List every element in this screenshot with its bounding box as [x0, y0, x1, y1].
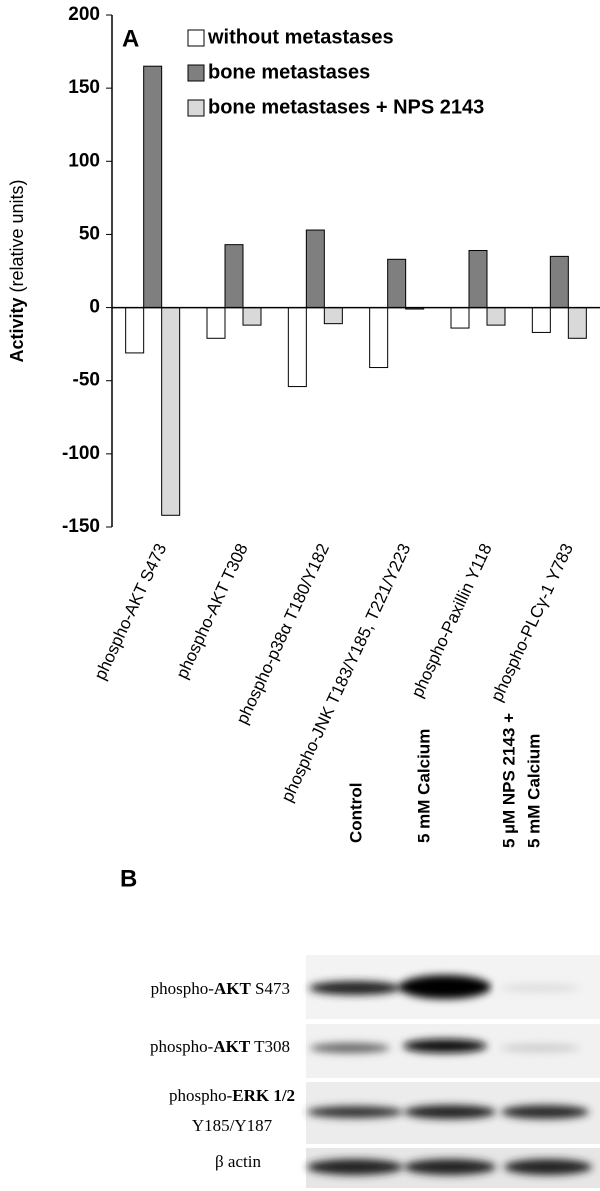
row-site: Y185/Y187	[192, 1116, 273, 1135]
legend-swatch	[187, 29, 205, 47]
row-site: S473	[251, 979, 290, 998]
bar	[206, 307, 226, 339]
bar	[567, 307, 587, 339]
y-tick-label: 50	[79, 223, 100, 244]
x-tick-label: phospho-AKT T308	[172, 541, 251, 682]
bar	[369, 307, 389, 369]
bar	[287, 307, 307, 388]
column-header: 5 µM NPS 2143 +	[499, 713, 518, 848]
column-header: Control	[346, 783, 365, 843]
legend-label: bone metastases	[208, 61, 370, 83]
row-label: phospho-ERK 1/2	[169, 1086, 295, 1105]
row-label: phospho-AKT S473	[151, 979, 290, 998]
column-header: 5 mM Calcium	[524, 734, 543, 848]
y-tick-label: 200	[68, 4, 100, 25]
row-prefix: phospho-	[151, 979, 215, 998]
x-tick-label: phospho-Paxillin Y118	[408, 541, 496, 701]
y-tick-label: -100	[62, 443, 100, 464]
bar	[531, 307, 551, 333]
x-tick-label: phospho-p38α T180/Y182	[233, 541, 333, 728]
bar	[323, 307, 343, 325]
row-protein: AKT	[214, 979, 252, 998]
x-tick-label: phospho-PLCγ-1 Y783	[487, 541, 577, 705]
blot-strips	[306, 955, 600, 1188]
bar	[468, 250, 488, 309]
y-axis-label-main: Activity	[7, 298, 27, 363]
x-tick-label: phospho-AKT S473	[91, 541, 171, 683]
bar	[486, 307, 506, 326]
legend-swatch	[187, 99, 205, 117]
legend-label: bone metastases + NPS 2143	[208, 96, 484, 118]
row-label: phospho-AKT T308	[150, 1037, 290, 1056]
panel-label: A	[122, 25, 139, 52]
panel-label: B	[120, 865, 137, 892]
bar	[549, 255, 569, 309]
legend-label: without metastases	[207, 26, 394, 48]
bar	[242, 307, 262, 326]
bar	[450, 307, 470, 329]
legend-swatch	[187, 64, 205, 82]
row-prefix: phospho-	[169, 1086, 233, 1105]
bar	[161, 307, 181, 516]
y-tick-label: -50	[73, 370, 100, 391]
bar	[143, 65, 163, 309]
row-protein: ERK 1/2	[232, 1086, 295, 1105]
row-prefix: phospho-	[150, 1037, 214, 1056]
y-tick-label: 150	[68, 77, 100, 98]
bar	[125, 307, 145, 354]
bar	[387, 258, 407, 309]
row-protein: AKT	[213, 1037, 251, 1056]
y-tick-label: -150	[62, 516, 100, 537]
column-header: 5 mM Calcium	[414, 729, 433, 843]
y-tick-label: 0	[89, 297, 100, 318]
bar	[305, 229, 325, 309]
y-axis-label: Activity (relative units)	[7, 179, 27, 362]
y-tick-label: 100	[68, 150, 100, 171]
bar	[224, 244, 244, 309]
y-axis-label-units: (relative units)	[7, 179, 27, 292]
row-site: T308	[250, 1037, 290, 1056]
row-label: β actin	[215, 1152, 261, 1171]
